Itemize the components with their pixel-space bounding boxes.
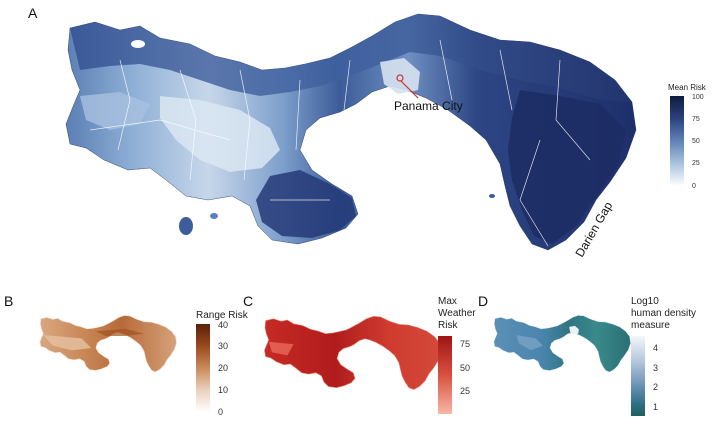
panel-b: B Range Risk 40 30 20 10 0 bbox=[4, 293, 249, 417]
panel-b-legend: Range Risk 40 30 20 10 0 bbox=[196, 310, 249, 417]
panel-d-tick: 1 bbox=[653, 402, 658, 412]
panel-d-tick: 3 bbox=[653, 363, 658, 373]
panel-a: A bbox=[28, 5, 707, 260]
panel-b-colorbar bbox=[196, 324, 210, 412]
panel-b-tick: 40 bbox=[218, 320, 228, 330]
panel-d-tick: 4 bbox=[653, 343, 658, 353]
panel-c-legend: Max Weather Risk 75 50 25 bbox=[438, 296, 476, 414]
panel-a-tick: 100 bbox=[692, 94, 704, 101]
panel-c-colorbar bbox=[438, 336, 452, 414]
panel-c-map bbox=[264, 316, 442, 390]
panel-b-map bbox=[39, 314, 178, 373]
panel-d-letter: D bbox=[478, 293, 488, 309]
panel-d-legend-title-3: measure bbox=[631, 320, 670, 331]
panel-d-map bbox=[493, 315, 631, 373]
panel-b-tick: 0 bbox=[218, 407, 223, 417]
panel-a-map bbox=[65, 13, 637, 251]
panel-d-legend-title-1: Log10 bbox=[631, 296, 659, 307]
panel-d-tick: 2 bbox=[653, 382, 658, 392]
panel-a-legend: Mean Risk 100 75 50 25 0 bbox=[668, 83, 707, 190]
panel-a-tick: 25 bbox=[692, 160, 700, 167]
panel-b-legend-title: Range Risk bbox=[196, 310, 249, 321]
panel-a-tick: 50 bbox=[692, 138, 700, 145]
panel-c-legend-title-2: Weather bbox=[438, 308, 476, 319]
panel-d-legend: Log10 human density measure 4 3 2 1 bbox=[631, 296, 696, 416]
panel-a-tick: 75 bbox=[692, 116, 700, 123]
panel-d-colorbar bbox=[631, 336, 645, 416]
panel-b-tick: 30 bbox=[218, 341, 228, 351]
panel-b-tick: 20 bbox=[218, 363, 228, 373]
panama-city-marker: Panama City bbox=[394, 74, 463, 113]
panel-d-legend-title-2: human density bbox=[631, 308, 696, 319]
panel-c-tick: 25 bbox=[460, 386, 470, 396]
panel-c-tick: 50 bbox=[460, 363, 470, 373]
panel-a-tick: 0 bbox=[692, 183, 696, 190]
panel-c-letter: C bbox=[243, 293, 253, 309]
panel-b-tick: 10 bbox=[218, 385, 228, 395]
panel-c-legend-title-1: Max bbox=[438, 296, 457, 307]
panel-c-tick: 75 bbox=[460, 339, 470, 349]
panel-a-letter: A bbox=[28, 5, 38, 21]
panama-city-label: Panama City bbox=[394, 99, 463, 113]
panel-c: C Max Weather Risk 75 50 25 bbox=[243, 293, 476, 414]
panel-a-colorbar bbox=[670, 96, 684, 186]
panel-d: D Log10 human density measure 4 3 2 1 bbox=[478, 293, 696, 416]
panel-a-legend-title: Mean Risk bbox=[668, 83, 707, 92]
panel-c-legend-title-3: Risk bbox=[438, 320, 458, 331]
panel-b-letter: B bbox=[4, 293, 13, 309]
